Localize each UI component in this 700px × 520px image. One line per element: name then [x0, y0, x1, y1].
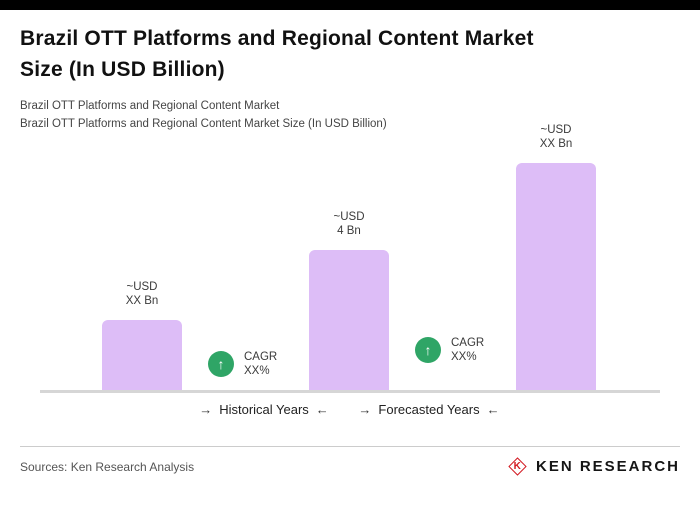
right-arrow-icon: → [358, 402, 372, 417]
x-axis-line [40, 390, 660, 393]
chart-subtitle-line1: Brazil OTT Platforms and Regional Conten… [20, 100, 280, 112]
right-arrow-icon: → [199, 402, 213, 417]
bar-chart: ~USD XX Bn ~USD 4 Bn ~USD XX Bn ↑ CAGR X… [20, 124, 680, 393]
cagr-label-line2: XX% [244, 365, 270, 377]
cagr-label-line2: XX% [451, 351, 477, 363]
page-title-line2: Size (In USD Billion) [20, 58, 225, 81]
top-accent-bar [0, 0, 700, 10]
cagr-badge-forecast: ↑ CAGR XX% [415, 336, 484, 364]
axis-span-label: Forecasted Years [378, 402, 480, 417]
cagr-label: CAGR XX% [244, 350, 277, 378]
logo-wordmark: KEN RESEARCH [535, 458, 680, 475]
footer: Sources: Ken Research Analysis K KEN RES… [20, 457, 680, 476]
axis-span-forecasted-years: → Forecasted Years ← [358, 402, 499, 417]
bar-value-label: ~USD 4 Bn [333, 211, 365, 237]
bar-group-historical: ~USD XX Bn [102, 280, 182, 390]
bar-value-label: ~USD XX Bn [125, 281, 159, 307]
bar-historical [102, 320, 182, 390]
logo-k-icon: K [508, 457, 527, 476]
axis-span-label: Historical Years [219, 402, 309, 417]
page-title: Brazil OTT Platforms and Regional Conten… [20, 23, 680, 85]
bar-forecast [516, 162, 596, 390]
ken-research-logo: K KEN RESEARCH [508, 457, 680, 476]
bar-group-forecast: ~USD XX Bn [516, 123, 596, 390]
sources-text: Sources: Ken Research Analysis [20, 459, 195, 474]
left-arrow-icon: ← [486, 402, 500, 417]
bar-base-year [309, 250, 389, 390]
growth-up-arrow-icon: ↑ [208, 351, 234, 377]
chart-subtitle-line2: Brazil OTT Platforms and Regional Conten… [20, 117, 387, 130]
axis-span-row: → Historical Years ← → Forecasted Years … [20, 393, 680, 427]
bar-value-label: ~USD XX Bn [539, 123, 573, 150]
cagr-badge-historical: ↑ CAGR XX% [208, 350, 277, 378]
page-title-line1: Brazil OTT Platforms and Regional Conten… [20, 27, 534, 50]
axis-span-historical-years: → Historical Years ← [199, 402, 329, 417]
cagr-label-line1: CAGR [451, 337, 485, 349]
chart-subtitle: Brazil OTT Platforms and Regional Conten… [20, 98, 680, 133]
left-arrow-icon: ← [315, 402, 329, 417]
cagr-label: CAGR XX% [451, 336, 484, 364]
cagr-label-line1: CAGR [244, 351, 278, 363]
growth-up-arrow-icon: ↑ [415, 337, 441, 363]
bar-group-base-year: ~USD 4 Bn [309, 210, 389, 390]
footer-divider [20, 446, 680, 447]
